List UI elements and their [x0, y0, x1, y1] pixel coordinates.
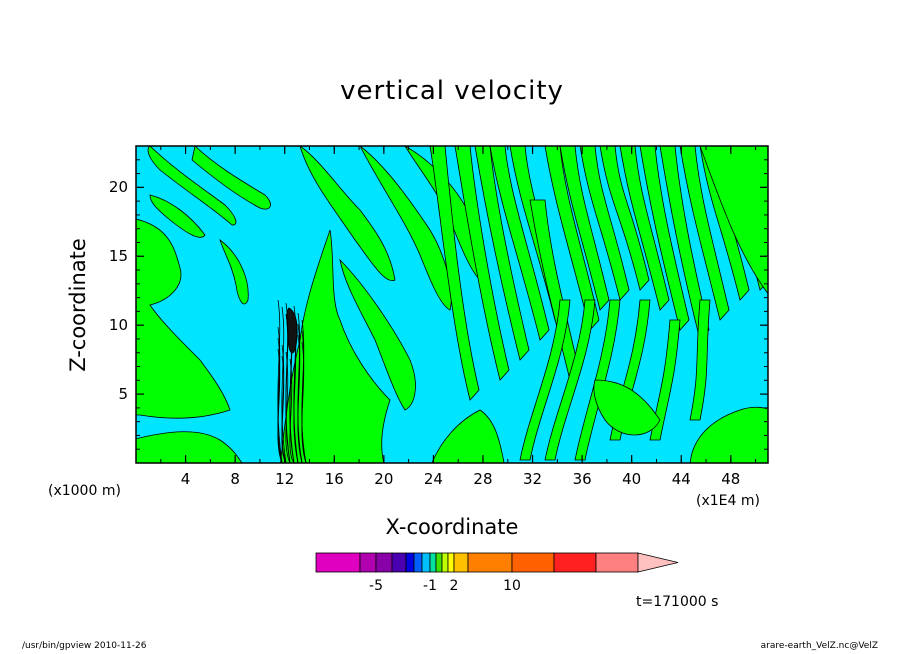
green-stripe	[474, 146, 530, 361]
contour-line	[277, 326, 283, 463]
colorbar-segment	[391, 552, 407, 573]
y-axis-label: Z-coordinate	[66, 238, 90, 372]
x-tick-label: 36	[572, 470, 592, 488]
x-tick-label: 32	[523, 470, 543, 488]
green-region-bottom-right	[689, 406, 768, 463]
green-region-bottom-left	[136, 431, 243, 463]
y-tick-label: 5	[118, 385, 128, 404]
x-tick-label: 28	[473, 470, 493, 488]
colorbar-segment	[511, 552, 555, 573]
colorbar-segment	[441, 552, 449, 573]
footer-left: /usr/bin/gpview 2010-11-26	[22, 641, 147, 651]
x-tick-label: 20	[374, 470, 394, 488]
x-tick-label: 24	[423, 470, 443, 488]
x-tick-label: 44	[671, 470, 691, 488]
green-stripe	[454, 146, 510, 381]
contour-line	[277, 299, 283, 463]
green-stripe	[599, 146, 650, 291]
x-tick-label: 8	[230, 470, 240, 488]
green-stripe	[639, 146, 690, 331]
colorbar-label: -1	[423, 578, 437, 594]
contour-line	[289, 358, 295, 463]
green-arc-4	[149, 194, 206, 238]
colorbar-segment	[553, 552, 597, 573]
green-arc-2	[191, 146, 271, 210]
footer-right: arare-earth_VelZ.nc@VelZ	[760, 641, 878, 651]
green-stripe-lower	[519, 299, 571, 461]
green-band-1	[299, 146, 396, 281]
colorbar-segment	[429, 552, 437, 573]
green-stripe	[429, 146, 480, 401]
contour-line	[281, 306, 287, 463]
contour-line	[297, 312, 303, 463]
colorbar-segment	[405, 552, 415, 573]
green-stripe	[489, 146, 550, 341]
colorbar-arrow	[637, 552, 679, 573]
green-region-center	[280, 229, 391, 463]
colorbar-segment	[435, 552, 443, 573]
colorbar-segment	[413, 552, 423, 573]
x-axis-label: X-coordinate	[385, 515, 519, 539]
x-unit-right: (x1E4 m)	[696, 493, 760, 509]
colorbar-label: 10	[503, 578, 521, 594]
green-band-2	[359, 146, 452, 311]
green-blob-bottom	[431, 409, 505, 463]
green-stripe-lower	[689, 299, 711, 421]
contour-line	[281, 344, 287, 463]
green-stripe	[579, 146, 630, 301]
green-region-top-right	[699, 146, 768, 295]
y-tick-label: 10	[108, 316, 128, 335]
contour-line	[285, 351, 291, 463]
colorbar-label: -5	[369, 578, 383, 594]
green-arc-3	[219, 238, 249, 305]
y-tick-label: 15	[108, 247, 128, 266]
plot-frame	[135, 145, 769, 464]
green-stripe-lower	[544, 299, 596, 461]
green-arc-1	[147, 146, 237, 226]
green-blob-lower-right	[593, 379, 661, 436]
colorbar-segment	[421, 552, 431, 573]
colorbar-segment	[595, 552, 639, 573]
colorbar-label: 2	[449, 578, 459, 594]
contour-line	[301, 319, 307, 463]
x-tick-label: 48	[721, 470, 741, 488]
y-tick-label: 20	[108, 178, 128, 197]
colorbar-segment	[467, 552, 513, 573]
green-stripe	[679, 146, 730, 321]
x-tick-label: 40	[622, 470, 642, 488]
green-stripe-lower	[649, 319, 681, 441]
colorbar-segment	[315, 552, 361, 573]
updraft-core	[286, 307, 298, 354]
green-stripe	[619, 146, 670, 311]
chart-title: vertical velocity	[340, 76, 564, 106]
colorbar-segment	[447, 552, 455, 573]
x-tick-label: 4	[180, 470, 191, 488]
contour-fills	[136, 146, 768, 463]
x-tick-label: 12	[275, 470, 295, 488]
time-label: t=171000 s	[636, 594, 719, 610]
x-unit-left: (x1000 m)	[48, 483, 121, 499]
colorbar-segment	[375, 552, 393, 573]
green-stripe	[559, 146, 610, 311]
green-region-left	[136, 218, 231, 419]
green-stripe	[544, 146, 600, 331]
colorbar-segment	[453, 552, 469, 573]
green-band-4	[339, 258, 416, 411]
contour-tangle	[277, 299, 307, 463]
x-tick-label: 16	[324, 470, 344, 488]
colorbar-segment	[359, 552, 377, 573]
